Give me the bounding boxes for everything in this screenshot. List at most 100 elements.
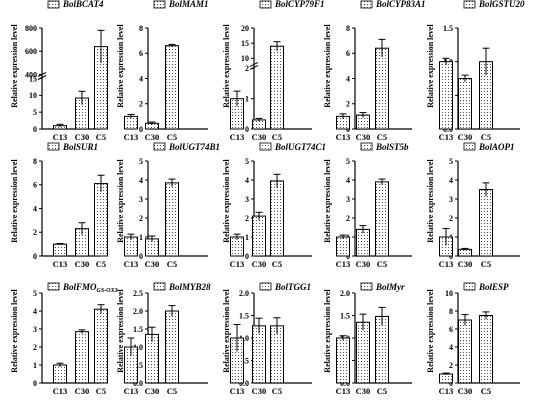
category-label: C5: [377, 259, 387, 269]
y-tick-label: 2: [449, 214, 453, 223]
y-axis-label: Relative expression level: [116, 289, 125, 373]
bar-c13: [336, 236, 350, 257]
y-axis-label: Relative expression level: [323, 24, 332, 108]
category-label: C30: [75, 132, 90, 142]
legend-gene-name: BolESP: [478, 282, 509, 292]
bar-c30: [145, 333, 159, 384]
category-label: C30: [356, 259, 371, 269]
y-tick-label: 0: [245, 252, 249, 261]
panel-bolsur1: 0 2 4 6 8 Relative expression level BolSUR1 C13…: [10, 142, 108, 269]
y-axis-label: Relative expression level: [116, 159, 125, 243]
legend-gene-name: BolMYB28: [168, 282, 211, 292]
legend-swatch: [153, 142, 166, 151]
category-label: C5: [481, 386, 491, 396]
y-tick-label: 4: [346, 74, 350, 83]
legend-label: BolMyr: [375, 282, 405, 292]
bar-c5: [479, 315, 493, 384]
y-axis-label: Relative expression level: [323, 159, 332, 243]
category-label: C30: [252, 386, 267, 396]
legend-swatch: [47, 142, 60, 151]
legend-swatch: [259, 0, 272, 9]
legend-swatch: [463, 0, 476, 9]
y-tick-label: 5: [346, 157, 350, 166]
category-label: C30: [145, 259, 160, 269]
y-tick-label: 5: [33, 108, 37, 117]
legend-gene-name: BolBCAT4: [62, 0, 104, 9]
legend-swatch: [47, 0, 60, 9]
panel-bolugt74b1: 0 1 2 3 4 5 Relative expression level BolUGT74B…: [116, 142, 220, 269]
panel-bolcyp79f1: 0 1 210 15 20 Relative expression level BolCYP…: [222, 0, 325, 142]
bar-c5: [375, 315, 389, 384]
panel-bolfmo-gs-ox2: 0 1 2 3 4 5 Relative expression level BolFMOGS-…: [10, 282, 118, 396]
category-label: C13: [439, 259, 454, 269]
y-tick-label: 4: [33, 307, 37, 316]
y-tick-label: 2.0: [239, 289, 249, 298]
y-tick-label: 6: [33, 181, 37, 190]
category-label: C13: [53, 132, 68, 142]
y-tick-label: 0: [139, 252, 143, 261]
category-label: C30: [458, 259, 473, 269]
y-axis-label: Relative expression level: [426, 24, 435, 108]
y-tick-label: 0: [33, 379, 37, 388]
category-label: C13: [336, 132, 351, 142]
y-tick-label: 3: [139, 195, 143, 204]
legend-label: BolMAM1: [168, 0, 209, 9]
category-label: C30: [75, 259, 90, 269]
y-axis-label: Relative expression level: [10, 289, 19, 373]
y-tick-label: 4: [139, 74, 143, 83]
y-tick-label: 10: [241, 54, 249, 63]
y-tick-label: 2: [245, 64, 249, 73]
category-label: C30: [458, 132, 473, 142]
y-tick-label: 2: [449, 361, 453, 370]
y-tick-label: 2: [139, 214, 143, 223]
bar-c30: [252, 325, 266, 384]
y-tick-label: 0: [33, 125, 37, 134]
legend-gene-name: BolAOP1: [478, 142, 515, 152]
y-tick-label: 1: [245, 95, 249, 104]
y-tick-label: 800: [25, 24, 37, 33]
bar-c5: [94, 183, 108, 257]
y-tick-label: 8: [33, 157, 37, 166]
y-axis-label: Relative expression level: [116, 24, 125, 108]
category-label: C30: [252, 259, 267, 269]
y-tick-label: 400: [25, 70, 37, 79]
y-tick-label: 8: [346, 24, 350, 33]
bar-c30: [356, 321, 370, 384]
y-tick-label: 1.5: [340, 311, 350, 320]
bar-c13: [53, 364, 67, 384]
y-axis-label: Relative expression level: [10, 159, 19, 243]
category-label: C13: [336, 386, 351, 396]
panel-bolmam1: 0 2 4 6 8 Relative expression level BolMAM1 C13…: [116, 0, 209, 142]
legend-gene-name: BolFMO: [62, 282, 97, 292]
bar-c5: [165, 45, 179, 130]
category-label: C30: [356, 132, 371, 142]
y-tick-label: 4: [449, 176, 453, 185]
legend-swatch: [259, 142, 272, 151]
y-tick-label: 3: [346, 195, 350, 204]
y-tick-label: 1.5: [239, 311, 249, 320]
y-axis-label: Relative expression level: [222, 289, 231, 373]
bar-c30: [458, 78, 472, 130]
category-label: C5: [167, 386, 177, 396]
bar-c30: [252, 215, 266, 257]
category-label: C13: [124, 259, 139, 269]
bar-c30: [458, 248, 472, 257]
bar-c5: [375, 181, 389, 257]
bar-c13: [439, 373, 453, 384]
legend-swatch: [463, 142, 476, 151]
category-label: C5: [272, 259, 282, 269]
y-tick-label: 1: [139, 233, 143, 242]
panel-bolesp: 0246810Relative expression levelBolESPC1…: [426, 282, 520, 396]
y-tick-label: 6: [139, 49, 143, 58]
legend-gene-name: BolMAM1: [168, 0, 209, 9]
bar-c5: [165, 182, 179, 257]
bar-c5: [270, 180, 284, 257]
legend-label: BolSUR1: [62, 142, 98, 152]
legend-gene-name: BolST5b: [375, 142, 409, 152]
y-axis-label: Relative expression level: [222, 159, 231, 243]
legend-gene-name: BolCYP83A1: [375, 0, 426, 9]
legend-label: BolUGT74C1: [274, 142, 326, 152]
legend-swatch: [463, 282, 476, 291]
